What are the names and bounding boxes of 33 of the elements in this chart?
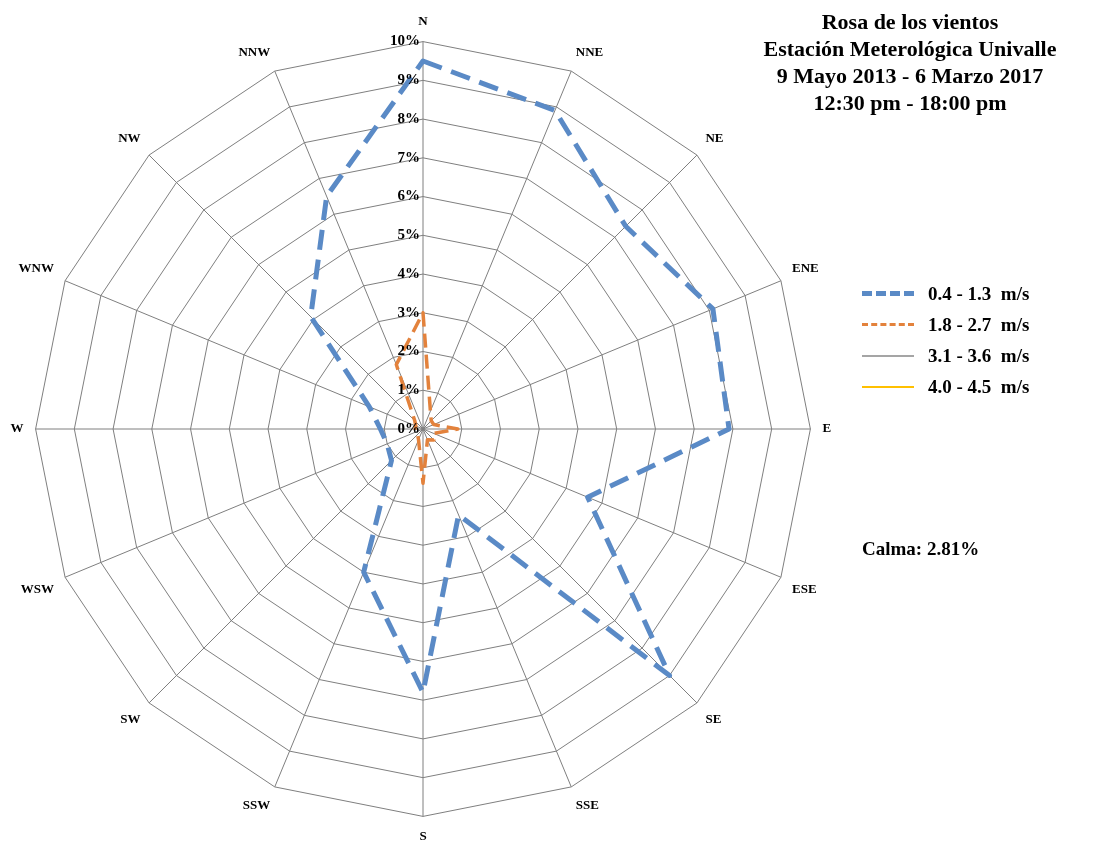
- spoke-label: NNE: [575, 43, 604, 59]
- y-tick-label: 5%: [397, 226, 420, 243]
- spoke-label: N: [418, 13, 429, 29]
- spoke-label: NE: [705, 130, 724, 146]
- y-tick-label: 8%: [397, 109, 420, 126]
- chart-title: Rosa de los vientos: [820, 8, 1000, 35]
- y-tick-label: 0%: [397, 419, 420, 436]
- spoke-label: ENE: [792, 259, 819, 275]
- y-tick-label: 10%: [390, 32, 420, 49]
- spoke-label: SW: [120, 710, 141, 726]
- spoke-label: NW: [118, 130, 141, 146]
- y-tick-label: 2%: [397, 342, 420, 359]
- legend-label: 0.4 - 1.3 m/s: [928, 282, 1030, 305]
- legend-label: 4.0 - 4.5 m/s: [928, 375, 1030, 398]
- spoke-label: ESE: [792, 581, 817, 596]
- text: Calma: 2.81%: [862, 538, 980, 560]
- y-tick-label: 1%: [397, 381, 420, 398]
- y-tick-label: 6%: [397, 187, 420, 204]
- spoke-label: SE: [705, 710, 722, 726]
- spoke-label: SSW: [242, 797, 271, 813]
- spoke-label: NNW: [238, 43, 271, 59]
- y-tick-label: 3%: [397, 303, 420, 320]
- legend-label: 1.8 - 2.7 m/s: [928, 313, 1030, 336]
- spoke-label: SSE: [575, 797, 599, 813]
- spoke-label: WNW: [18, 259, 54, 275]
- spoke-label: E: [822, 420, 832, 436]
- text: Estación Meterológica Univalle 9 Mayo 2013 - 6 Marzo 2017 12:30 pm - 18:00 pm: [762, 35, 1058, 116]
- spoke-label: WSW: [20, 581, 54, 596]
- spoke-label: W: [10, 420, 24, 436]
- y-tick-label: 4%: [397, 264, 420, 281]
- spoke-label: S: [419, 827, 427, 843]
- y-tick-label: 7%: [397, 148, 420, 165]
- legend-label: 3.1 - 3.6 m/s: [928, 344, 1030, 367]
